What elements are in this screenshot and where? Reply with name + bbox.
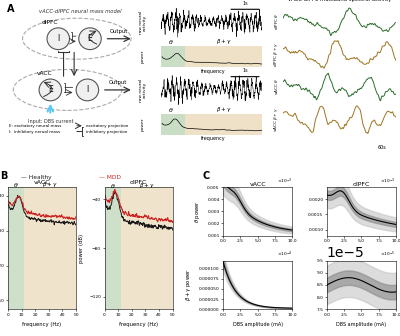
Title: vACC: vACC (34, 180, 50, 185)
Text: $\theta$: $\theta$ (168, 38, 174, 46)
Text: $\beta+\gamma$: $\beta+\gamma$ (216, 37, 232, 46)
Text: $\theta$: $\theta$ (110, 182, 116, 190)
Text: frequency: frequency (201, 69, 226, 74)
Bar (8, 178, 24, 318)
Text: power: power (141, 117, 145, 131)
Text: excitatory projection: excitatory projection (86, 124, 128, 128)
Circle shape (39, 79, 62, 101)
Title: vACC: vACC (250, 182, 266, 187)
Text: — MDD: — MDD (98, 175, 120, 180)
Text: I: I (86, 85, 88, 94)
Text: $\times 10^{-5}$: $\times 10^{-5}$ (380, 250, 396, 259)
Text: frequency: frequency (201, 136, 226, 141)
Circle shape (79, 28, 101, 50)
Bar (185, 114, 266, 137)
Text: $\theta$: $\theta$ (168, 106, 174, 114)
Bar (121, 181, 175, 321)
Text: E: E (88, 34, 92, 43)
Text: 1s: 1s (242, 1, 248, 6)
Y-axis label: power (dB): power (dB) (79, 234, 84, 263)
Y-axis label: $\beta+\gamma$ power: $\beta+\gamma$ power (184, 268, 194, 301)
X-axis label: DBS amplitude (mA): DBS amplitude (mA) (233, 322, 283, 327)
Text: I: I (57, 34, 59, 43)
Text: Output: Output (108, 80, 127, 85)
Text: inhibitory projection: inhibitory projection (86, 129, 128, 133)
Text: Input: DBS current: Input: DBS current (28, 119, 73, 124)
Text: vACC: vACC (37, 71, 53, 76)
Bar (161, 114, 185, 137)
Circle shape (47, 28, 70, 50)
Text: vACC $\beta+\gamma$: vACC $\beta+\gamma$ (272, 107, 280, 132)
Text: I:  inhibitory nerual mass: I: inhibitory nerual mass (9, 129, 60, 133)
Bar (104, 181, 121, 321)
Text: vACC-dlPFC neural mass model: vACC-dlPFC neural mass model (40, 9, 122, 14)
Text: $\beta+\gamma$: $\beta+\gamma$ (42, 180, 58, 189)
Text: $\beta+\gamma$: $\beta+\gamma$ (216, 104, 232, 114)
Text: $\times 10^{-4}$: $\times 10^{-4}$ (277, 250, 292, 259)
Text: 60s: 60s (378, 145, 386, 150)
Text: vACC $\theta$: vACC $\theta$ (273, 79, 280, 95)
Text: $\times 10^{-3}$: $\times 10^{-3}$ (380, 176, 396, 186)
Text: A: A (7, 4, 15, 14)
Circle shape (76, 79, 99, 101)
Bar (161, 46, 185, 69)
Text: dlPFC $\beta+\gamma$: dlPFC $\beta+\gamma$ (272, 42, 280, 67)
Text: dlPFC $\theta$: dlPFC $\theta$ (273, 13, 280, 31)
Text: dlPFC: dlPFC (42, 20, 58, 25)
Text: E: E (48, 85, 53, 94)
Bar (24, 178, 79, 318)
Text: — Healthy: — Healthy (21, 175, 52, 180)
Text: $\beta+\gamma$: $\beta+\gamma$ (139, 181, 155, 190)
Y-axis label: $\theta$ power: $\theta$ power (193, 200, 202, 223)
Title: dlPFC: dlPFC (130, 180, 147, 185)
Text: vACC-dlPFC multiband spectral activity: vACC-dlPFC multiband spectral activity (288, 0, 391, 2)
Text: power: power (141, 50, 145, 63)
Bar (185, 46, 266, 69)
Text: C: C (202, 171, 210, 181)
Text: raw neural
activity: raw neural activity (139, 79, 147, 102)
X-axis label: frequency (Hz): frequency (Hz) (22, 322, 62, 327)
Text: 1s: 1s (242, 69, 248, 74)
Text: B: B (0, 171, 7, 181)
X-axis label: DBS amplitude (mA): DBS amplitude (mA) (336, 322, 386, 327)
Title: dlPFC: dlPFC (353, 182, 370, 187)
Text: $\times 10^{-3}$: $\times 10^{-3}$ (277, 176, 292, 186)
Text: Output: Output (110, 29, 128, 34)
X-axis label: frequency (Hz): frequency (Hz) (119, 322, 158, 327)
Text: E: excitatory neural mass: E: excitatory neural mass (9, 124, 62, 128)
Text: $\theta$: $\theta$ (13, 181, 19, 189)
Text: raw neural
activity: raw neural activity (139, 11, 147, 34)
